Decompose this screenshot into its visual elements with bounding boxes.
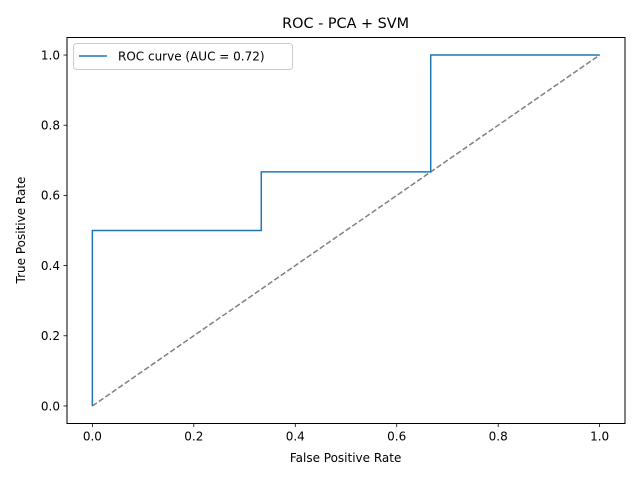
x-tick-label: 0.4 (286, 430, 305, 444)
x-axis: 0.0 0.2 0.4 0.6 0.8 1.0 (83, 423, 609, 444)
y-axis: 0.0 0.2 0.4 0.6 0.8 1.0 (41, 48, 67, 413)
y-tick-label: 1.0 (41, 48, 60, 62)
legend-label-roc: ROC curve (AUC = 0.72) (118, 50, 265, 64)
y-tick-label: 0.4 (41, 259, 60, 273)
roc-curve-line (91, 54, 600, 406)
plot-area-frame (66, 37, 626, 424)
y-tick-label: 0.8 (41, 119, 60, 133)
y-tick-label: 0.0 (41, 399, 60, 413)
x-tick-label: 0.2 (184, 430, 203, 444)
y-tick-label: 0.2 (41, 329, 60, 343)
legend: ROC curve (AUC = 0.72) (73, 43, 293, 70)
x-tick-label: 0.6 (387, 430, 406, 444)
legend-box (73, 43, 293, 70)
x-tick-label: 1.0 (590, 430, 609, 444)
x-axis-title: False Positive Rate (290, 451, 402, 465)
chance-diagonal-line (91, 54, 601, 407)
x-tick-label: 0.0 (83, 430, 102, 444)
y-tick-label: 0.6 (41, 189, 60, 203)
x-tick-label: 0.8 (489, 430, 508, 444)
series-layer (91, 54, 601, 407)
y-axis-title: True Positive Rate (14, 177, 28, 285)
chart-title: ROC - PCA + SVM (282, 16, 409, 32)
